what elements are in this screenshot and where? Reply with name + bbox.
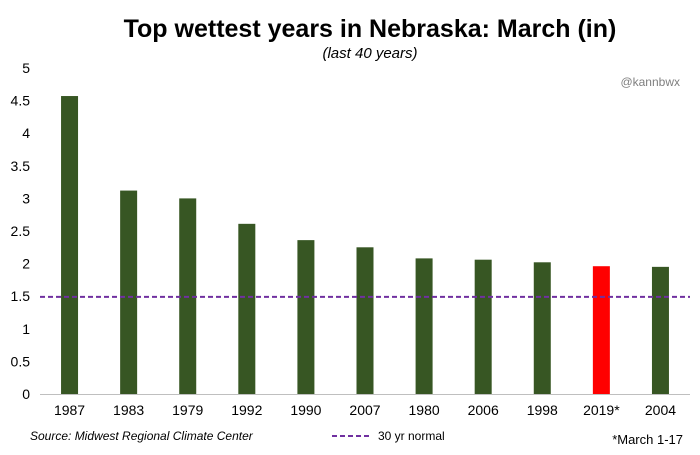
x-tick-label: 1980 [409, 402, 440, 418]
bar-2006 [474, 259, 492, 394]
bar-1998 [533, 262, 551, 394]
bar-2019 [592, 266, 610, 394]
x-tick-label: 1979 [172, 402, 203, 418]
y-tick-label: 0 [22, 386, 30, 402]
bar-1983 [120, 190, 138, 394]
y-tick-label: 2 [22, 256, 30, 272]
y-tick-label: 2.5 [11, 223, 31, 239]
legend-label: 30 yr normal [378, 429, 445, 443]
y-tick-label: 3 [22, 190, 30, 206]
x-tick-label: 1992 [231, 402, 262, 418]
bar-1992 [238, 223, 256, 394]
x-tick-label: 2019* [583, 402, 620, 418]
bar-1987 [61, 96, 79, 394]
x-tick-label: 2006 [468, 402, 499, 418]
x-tick-label: 1987 [54, 402, 85, 418]
watermark: @kannbwx [620, 75, 680, 89]
source-note: Source: Midwest Regional Climate Center [30, 429, 254, 443]
bar-1990 [297, 240, 315, 394]
y-tick-label: 1 [22, 321, 30, 337]
x-tick-label: 2004 [645, 402, 676, 418]
chart-title: Top wettest years in Nebraska: March (in… [124, 15, 617, 43]
bar-1980 [415, 258, 433, 394]
y-tick-label: 4 [22, 125, 30, 141]
y-axis: 0 0.5 1 1.5 2 2.5 3 3.5 4 4.5 5 [11, 60, 31, 402]
chart-subtitle: (last 40 years) [322, 45, 417, 62]
x-tick-label: 1998 [527, 402, 558, 418]
footnote: *March 1-17 [612, 432, 683, 447]
x-tick-label: 1983 [113, 402, 144, 418]
x-axis: 1987 1983 1979 1992 1990 2007 1980 2006 1998 2019… [40, 394, 690, 418]
y-tick-label: 3.5 [11, 158, 31, 174]
bar-2007 [356, 247, 374, 394]
y-tick-label: 1.5 [11, 288, 31, 304]
y-tick-label: 0.5 [11, 353, 31, 369]
x-tick-label: 1990 [290, 402, 321, 418]
bar-2004 [651, 266, 669, 394]
y-tick-label: 4.5 [11, 93, 31, 109]
bars [61, 96, 669, 394]
y-tick-label: 5 [22, 60, 30, 76]
x-tick-label: 2007 [349, 402, 380, 418]
